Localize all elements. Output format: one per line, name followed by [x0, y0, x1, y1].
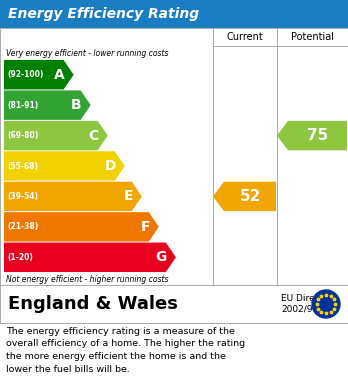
Bar [0, 0, 348, 28]
Text: England & Wales: England & Wales [8, 295, 178, 313]
Bar [0, 285, 348, 323]
Text: Not energy efficient - higher running costs: Not energy efficient - higher running co… [6, 275, 168, 284]
Polygon shape [4, 182, 142, 211]
Text: 75: 75 [307, 128, 329, 143]
Bar [0, 28, 348, 285]
Text: (55-68): (55-68) [7, 161, 38, 170]
Text: C: C [88, 129, 99, 143]
Text: A: A [54, 68, 65, 82]
Text: G: G [156, 250, 167, 264]
Text: (21-38): (21-38) [7, 222, 38, 231]
Text: The energy efficiency rating is a measure of the
overall efficiency of a home. T: The energy efficiency rating is a measur… [6, 327, 245, 373]
Text: F: F [140, 220, 150, 234]
Polygon shape [4, 242, 176, 272]
Circle shape [312, 290, 340, 318]
Text: Current: Current [227, 32, 263, 42]
Text: EU Directive
2002/91/EC: EU Directive 2002/91/EC [281, 294, 337, 314]
Text: Potential: Potential [291, 32, 334, 42]
Text: (81-91): (81-91) [7, 100, 38, 109]
Polygon shape [4, 90, 91, 120]
Text: 52: 52 [240, 189, 261, 204]
Text: (92-100): (92-100) [7, 70, 44, 79]
Text: (69-80): (69-80) [7, 131, 38, 140]
Polygon shape [277, 121, 347, 150]
Polygon shape [4, 60, 74, 90]
Text: Very energy efficient - lower running costs: Very energy efficient - lower running co… [6, 49, 168, 58]
Polygon shape [4, 151, 125, 181]
Text: Energy Efficiency Rating: Energy Efficiency Rating [8, 7, 199, 21]
Text: (1-20): (1-20) [7, 253, 33, 262]
Polygon shape [4, 212, 159, 242]
Text: D: D [104, 159, 116, 173]
Polygon shape [4, 121, 108, 150]
Text: B: B [71, 98, 82, 112]
Text: (39-54): (39-54) [7, 192, 38, 201]
Text: E: E [123, 189, 133, 203]
Polygon shape [213, 182, 276, 211]
